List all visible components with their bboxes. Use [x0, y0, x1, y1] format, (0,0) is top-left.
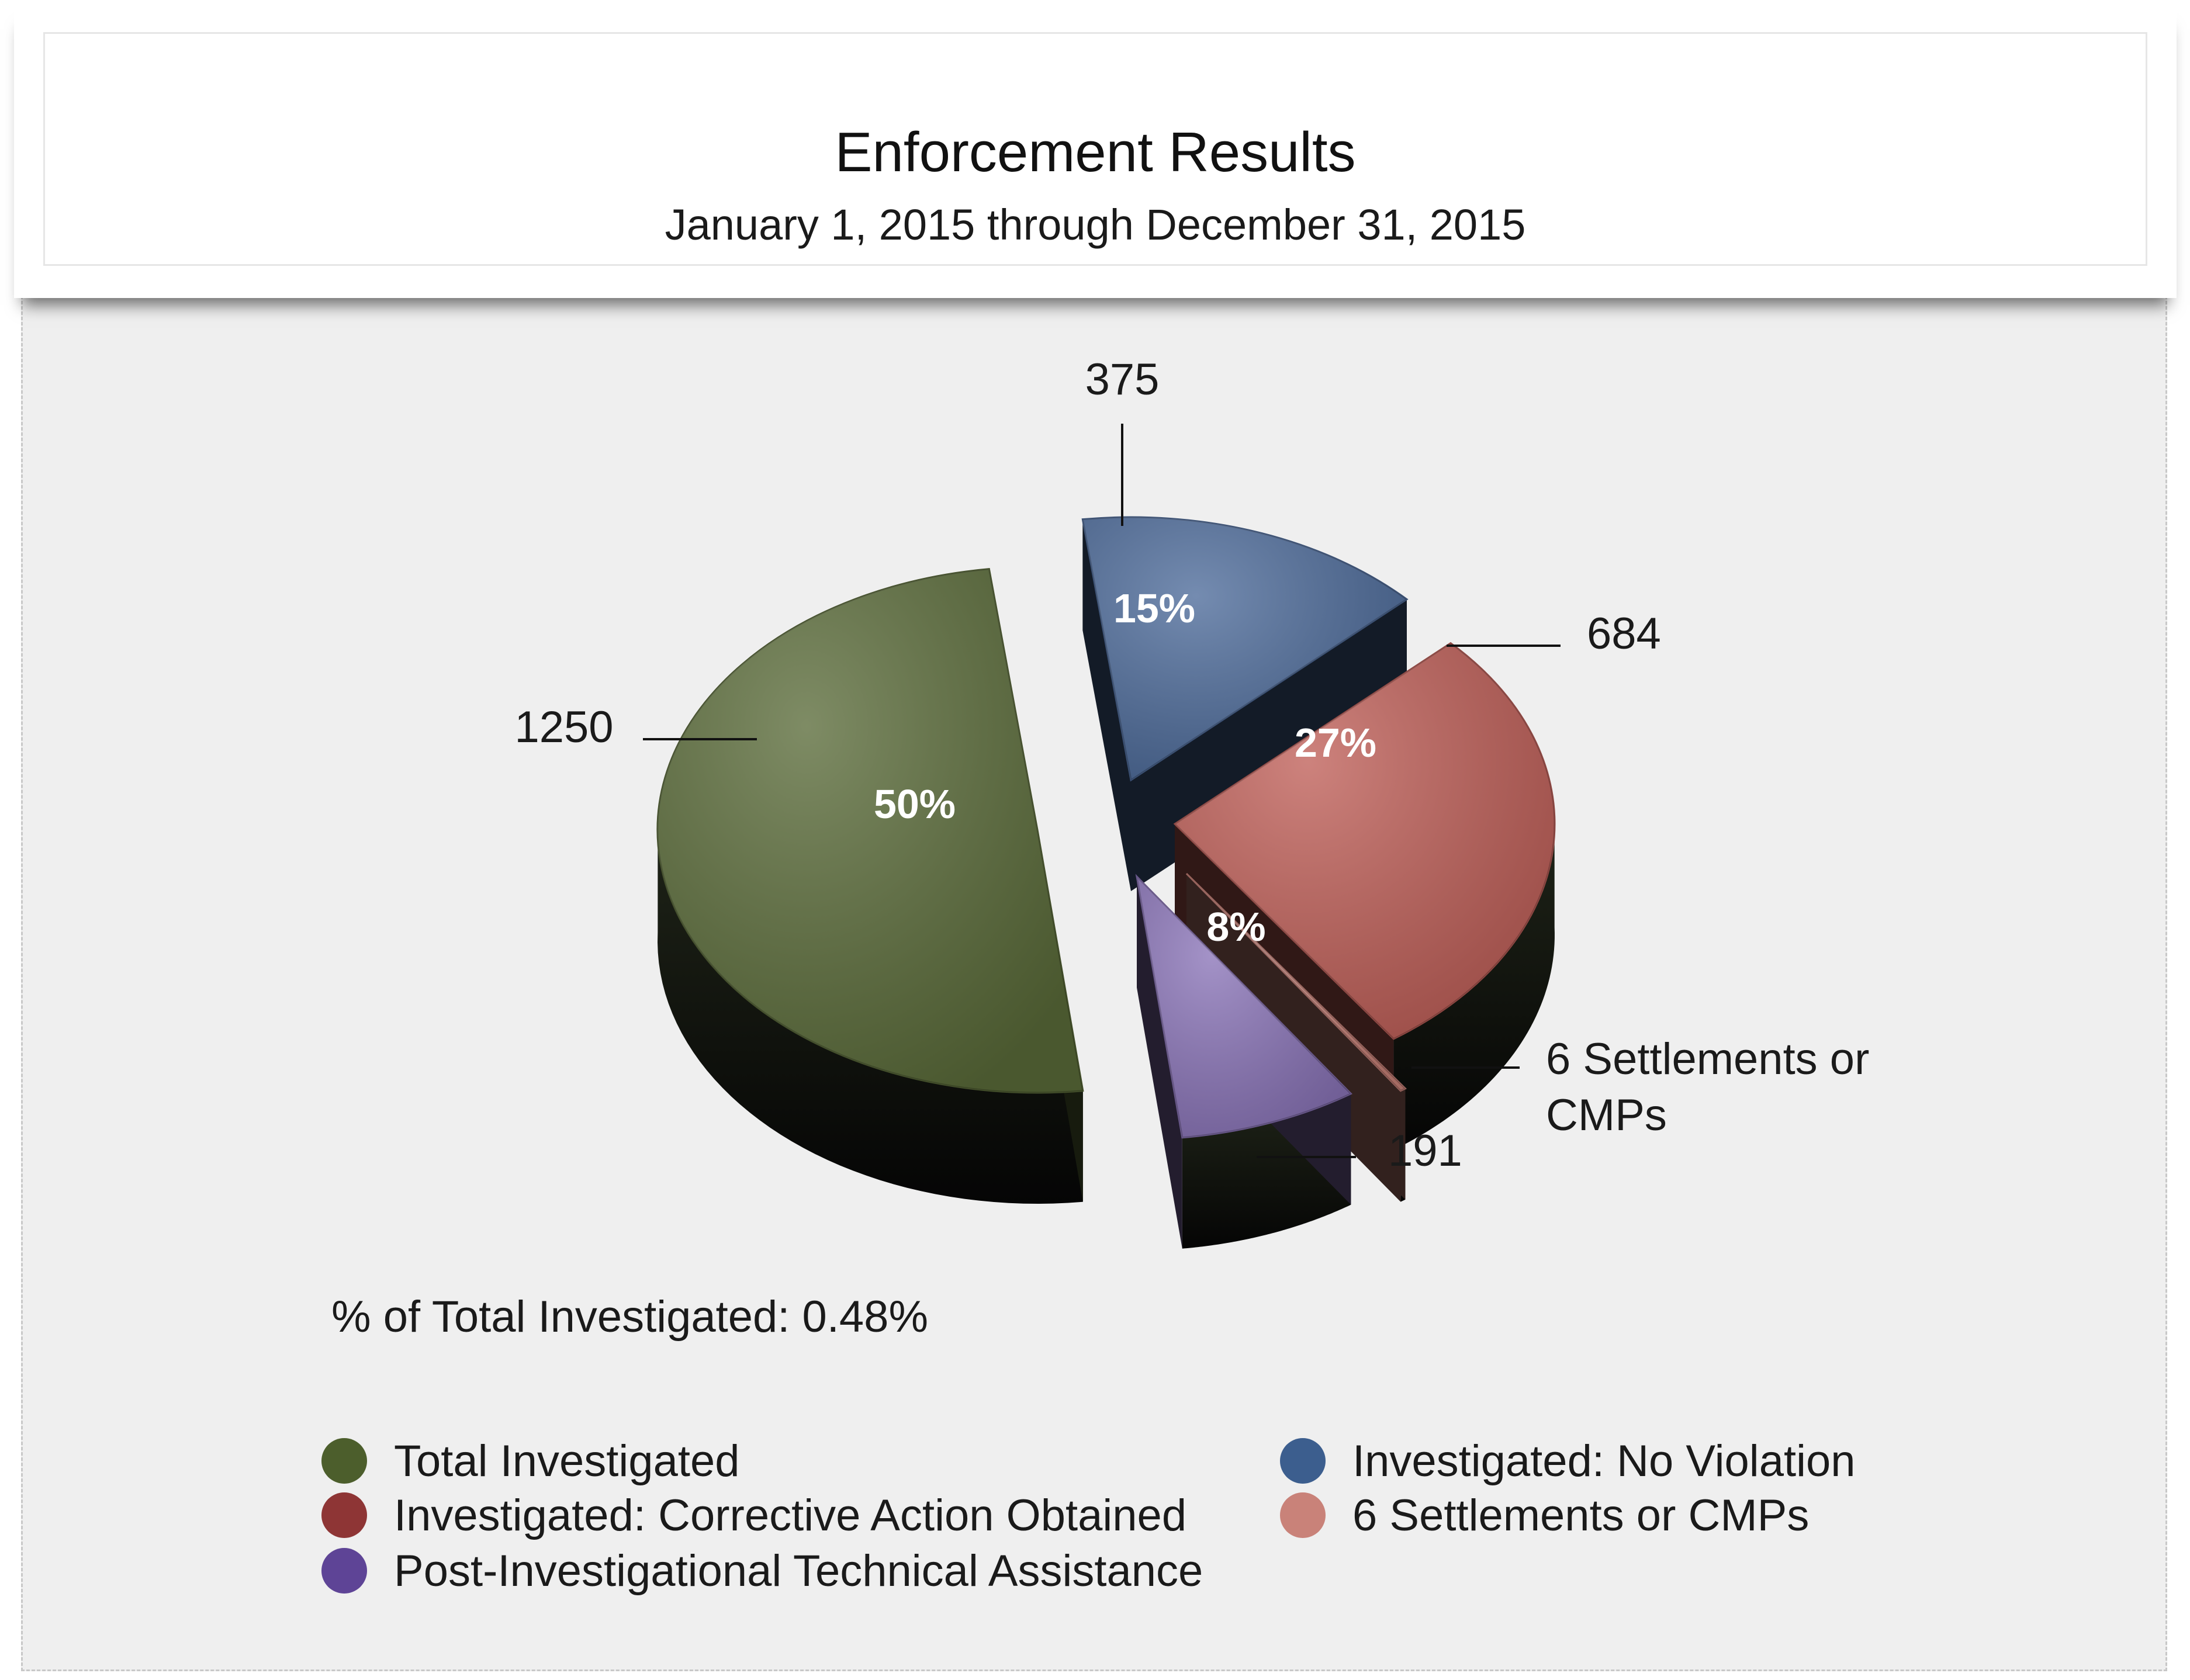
legend-swatch [321, 1438, 367, 1484]
percent-label: 50% [874, 781, 956, 827]
value-label-line: CMPs [1546, 1090, 1667, 1140]
pie-slice-shine [1175, 643, 1555, 1039]
legend-swatch [321, 1492, 367, 1538]
legend-swatch [1280, 1492, 1326, 1538]
chart-title: Enforcement Results [835, 121, 1356, 183]
legend-item-corrective-action: Investigated: Corrective Action Obtained [321, 1489, 1186, 1542]
pie-labels: 50% 1250 15% 375 27% 684 6 Settlements or CMPs 8… [514, 355, 1869, 1176]
pie-slice-wall [1137, 877, 1182, 1249]
pie-slice-wall [1082, 519, 1131, 891]
chart-frame [21, 275, 2167, 1671]
value-label: 191 [1388, 1126, 1462, 1176]
value-label: 6 Settlements or CMPs [1546, 1034, 1869, 1140]
legend-item-technical-assistance: Post-Investigational Technical Assistanc… [321, 1544, 1203, 1597]
percent-label: 15% [1113, 586, 1195, 631]
value-label: 684 [1587, 609, 1661, 659]
legend-label: Investigated: Corrective Action Obtained [394, 1490, 1187, 1540]
header-inner: Enforcement Results January 1, 2015 thro… [43, 32, 2147, 266]
pie-slice-shine [1186, 874, 1406, 1091]
value-label: 1250 [514, 702, 613, 752]
legend-label: Investigated: No Violation [1352, 1436, 1856, 1486]
pie-slice-shine [1082, 517, 1407, 780]
legend-swatch [321, 1548, 367, 1594]
pie-leaders [643, 424, 1561, 1158]
value-label-line: 6 Settlements or [1546, 1034, 1869, 1084]
legend-label: 6 Settlements or CMPs [1352, 1490, 1810, 1540]
header-card: Enforcement Results January 1, 2015 thro… [14, 6, 2177, 298]
pie-tops [657, 516, 1556, 1139]
legend-label: Total Investigated [394, 1436, 740, 1486]
percent-label: 27% [1295, 720, 1376, 765]
legend-label: Post-Investigational Technical Assistanc… [394, 1546, 1203, 1596]
legend-item-total-investigated: Total Investigated [321, 1435, 740, 1487]
pie-slice-shine [657, 569, 1083, 1093]
legend-item-no-violation: Investigated: No Violation [1280, 1435, 1856, 1487]
legend-swatch [1280, 1438, 1326, 1484]
pie-slice-shine [1137, 877, 1351, 1138]
legend-item-settlements: 6 Settlements or CMPs [1280, 1489, 1809, 1542]
pie-slice-side [658, 821, 1083, 1204]
percent-total-note: % of Total Investigated: 0.48% [331, 1292, 929, 1342]
value-label: 375 [1085, 355, 1160, 404]
percent-label: 8% [1206, 904, 1265, 950]
chart-subtitle: January 1, 2015 through December 31, 201… [665, 200, 1526, 249]
